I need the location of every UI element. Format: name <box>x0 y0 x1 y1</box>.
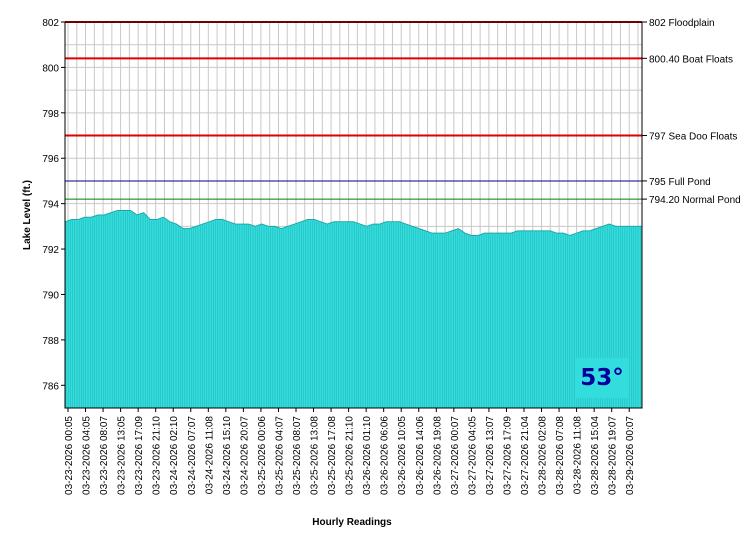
x-tick-label: 03-23-2026 13:05 <box>117 416 128 495</box>
lake-level-area <box>64 209 643 409</box>
x-tick-label: 03-25-2026 17:08 <box>327 416 338 495</box>
x-tick-label: 03-24-2026 07:07 <box>187 416 198 495</box>
x-tick-label: 03-23-2026 00:05 <box>64 416 75 495</box>
x-tick-label: 03-27-2026 00:07 <box>450 416 461 495</box>
y-tick-label: 802 <box>42 18 59 29</box>
area-hatching <box>65 211 641 408</box>
y-tick-label: 786 <box>42 381 59 392</box>
x-tick-label: 03-28-2026 02:08 <box>538 416 549 495</box>
x-tick-label: 03-29-2026 00:07 <box>625 416 636 495</box>
x-axis-title: Hourly Readings <box>312 517 392 528</box>
x-tick-label: 03-28-2026 07:08 <box>555 416 566 495</box>
x-tick-label: 03-28-2026 19:07 <box>608 416 619 495</box>
temperature-badge: 53° <box>576 358 628 398</box>
x-tick-label: 03-26-2026 01:10 <box>362 416 373 495</box>
x-tick-label: 03-28-2026 11:08 <box>573 416 584 495</box>
x-tick-label: 03-25-2026 08:07 <box>292 416 303 495</box>
x-tick-label: 03-26-2026 19:08 <box>432 416 443 495</box>
x-tick-label: 03-24-2026 20:07 <box>239 416 250 495</box>
y-tick-label: 798 <box>42 109 59 120</box>
y-tick-label: 792 <box>42 245 59 256</box>
reference-lines: 802 Floodplain 800.40 Boat Floats 797 Sea … <box>65 18 741 206</box>
x-tick-label: 03-25-2026 21:10 <box>345 416 356 495</box>
x-tick-label: 03-27-2026 17:09 <box>502 416 513 495</box>
y-axis-title: Lake Level (ft.) <box>22 180 33 250</box>
y-axis-ticks: 786 788 790 792 794 796 798 800 802 <box>42 18 65 392</box>
x-tick-label: 03-23-2026 21:10 <box>152 416 163 495</box>
x-tick-label: 03-26-2026 10:05 <box>397 416 408 495</box>
x-tick-label: 03-27-2026 13:07 <box>485 416 496 495</box>
x-tick-label: 03-23-2026 08:07 <box>99 416 110 495</box>
reference-label: 797 Sea Doo Floats <box>649 132 737 143</box>
x-tick-label: 03-26-2026 14:06 <box>415 416 426 495</box>
x-tick-label: 03-27-2026 04:05 <box>467 416 478 495</box>
y-tick-label: 796 <box>42 154 59 165</box>
x-tick-label: 03-25-2026 00:06 <box>257 416 268 495</box>
x-tick-label: 03-24-2026 15:10 <box>222 416 233 495</box>
plot-frame <box>64 21 643 409</box>
reference-label: 794.20 Normal Pond <box>649 195 741 206</box>
x-tick-label: 03-26-2026 06:06 <box>380 416 391 495</box>
x-tick-label: 03-23-2026 17:09 <box>134 416 145 495</box>
reference-label: 800.40 Boat Floats <box>649 54 733 65</box>
x-tick-label: 03-25-2026 04:07 <box>274 416 285 495</box>
x-tick-label: 03-24-2026 11:08 <box>204 416 215 495</box>
x-tick-label: 03-27-2026 21:04 <box>520 416 531 495</box>
y-tick-label: 800 <box>42 63 59 74</box>
y-tick-label: 794 <box>42 200 59 211</box>
reference-label: 802 Floodplain <box>649 18 715 29</box>
x-tick-label: 03-24-2026 02:10 <box>169 416 180 495</box>
y-tick-label: 788 <box>42 336 59 347</box>
y-tick-label: 790 <box>42 290 59 301</box>
x-tick-label: 03-23-2026 04:05 <box>82 416 93 495</box>
x-axis-ticks: 03-23-2026 00:05 03-23-2026 04:05 03-23-20… <box>64 408 636 495</box>
x-tick-label: 03-25-2026 13:08 <box>310 416 321 495</box>
x-tick-label: 03-28-2026 15:04 <box>590 416 601 495</box>
reference-label: 795 Full Pond <box>649 177 711 188</box>
